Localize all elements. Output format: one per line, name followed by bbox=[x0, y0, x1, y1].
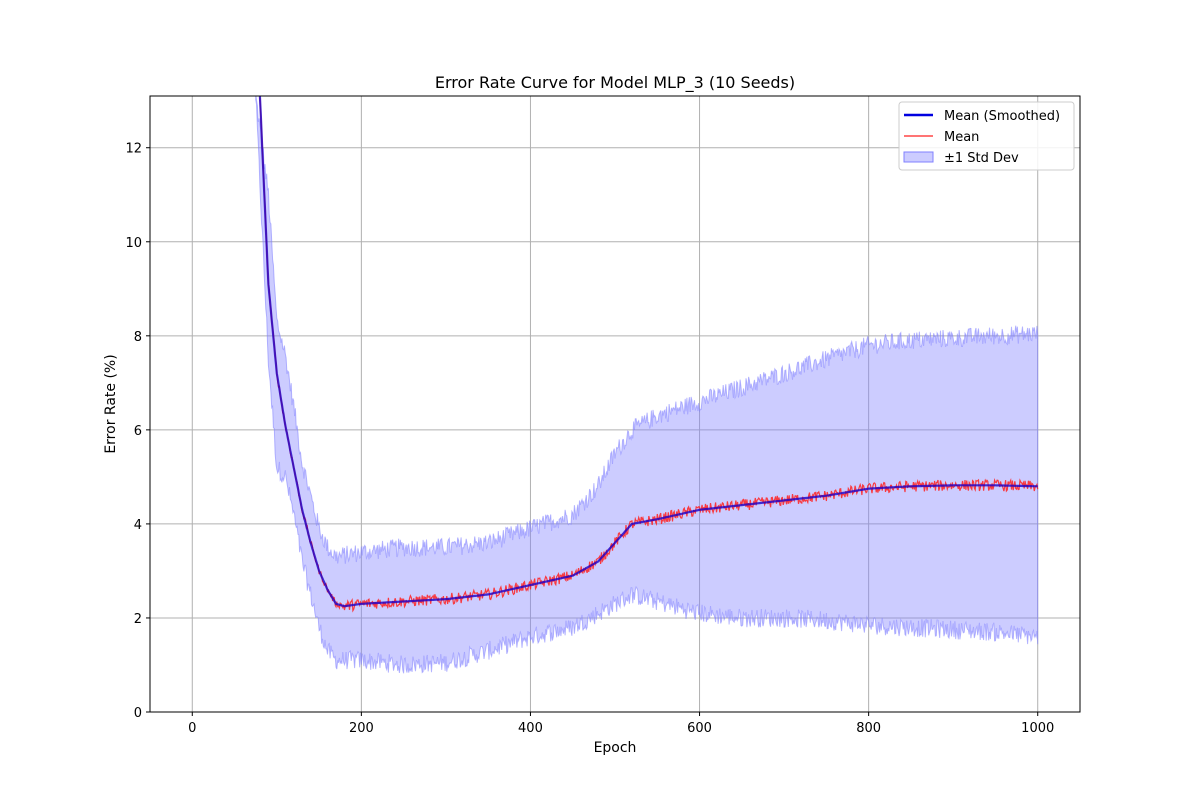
legend: Mean (Smoothed) Mean ±1 Std Dev bbox=[898, 101, 1075, 171]
axis-ticks: 0 200 400 600 800 1000 0 2 4 6 8 10 12 bbox=[125, 142, 1054, 736]
legend-label: Mean bbox=[944, 130, 979, 145]
x-tick-label: 1000 bbox=[1021, 721, 1054, 736]
y-tick-label: 12 bbox=[125, 142, 142, 157]
x-tick-label: 800 bbox=[856, 721, 881, 736]
x-tick-label: 200 bbox=[349, 721, 374, 736]
x-tick-label: 0 bbox=[188, 721, 196, 736]
y-tick-label: 2 bbox=[134, 612, 142, 627]
chart-title: Error Rate Curve for Model MLP_3 (10 See… bbox=[435, 73, 795, 93]
y-tick-label: 4 bbox=[134, 518, 142, 533]
legend-swatch bbox=[903, 151, 934, 163]
legend-box bbox=[898, 101, 1075, 171]
y-tick-label: 8 bbox=[134, 330, 142, 345]
legend-label: Mean (Smoothed) bbox=[944, 109, 1060, 124]
x-axis-label: Epoch bbox=[594, 740, 637, 756]
std-dev-band bbox=[255, 96, 1039, 674]
plot-data-area bbox=[255, 96, 1039, 674]
y-axis-label: Error Rate (%) bbox=[103, 354, 119, 453]
x-tick-label: 600 bbox=[687, 721, 712, 736]
y-tick-label: 10 bbox=[125, 236, 142, 251]
mean-smoothed-line bbox=[258, 96, 1038, 608]
y-tick-label: 6 bbox=[134, 424, 142, 439]
y-tick-label: 0 bbox=[134, 706, 142, 721]
legend-label: ±1 Std Dev bbox=[944, 151, 1019, 166]
x-tick-label: 400 bbox=[518, 721, 543, 736]
axes-frame bbox=[149, 95, 1081, 713]
